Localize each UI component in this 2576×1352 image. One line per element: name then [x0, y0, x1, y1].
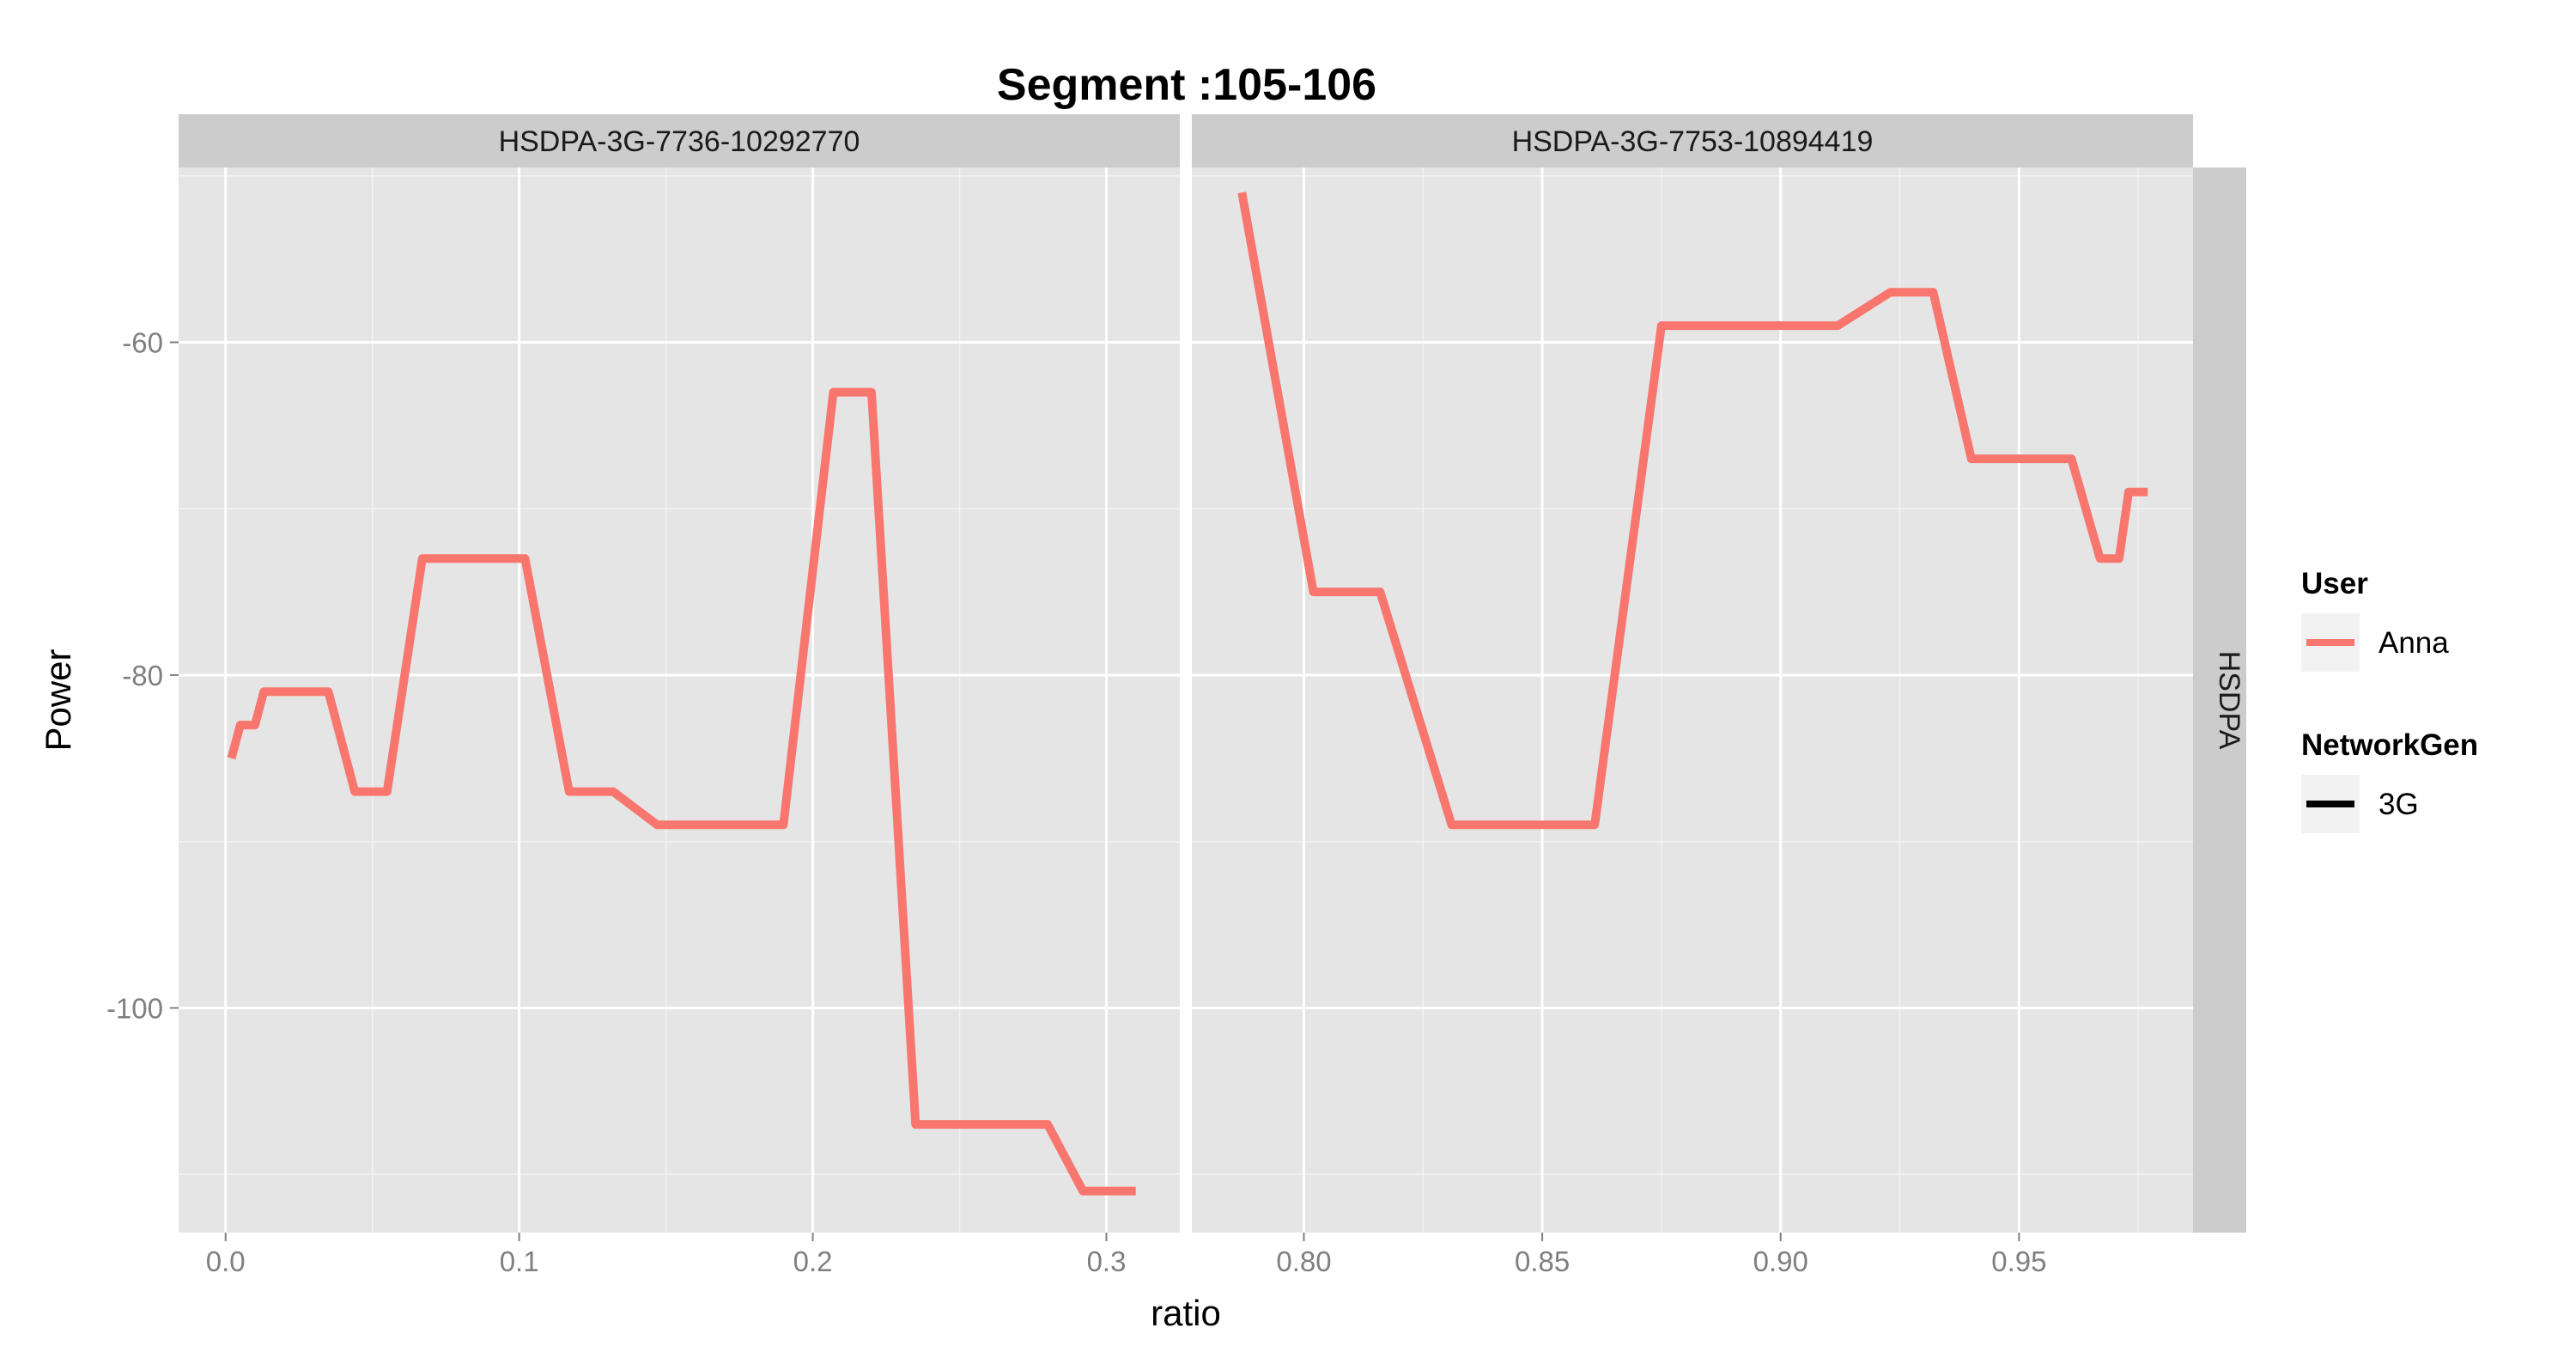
axes: 0.0 0.1 0.2 0.3 0.80 0.85 0.90 0.95 -60 -80 -100 [106, 326, 2047, 1277]
panel-1-x-tick-label-3: 0.2 [793, 1245, 833, 1277]
chart-title: Segment :105-106 [997, 60, 1376, 110]
facet-strip-1 [179, 114, 1180, 167]
facet-strip-2-label: HSDPA-3G-7753-10894419 [1512, 125, 1874, 158]
y-axis-title: Power [38, 649, 78, 751]
panel-1-series-anna-line [227, 387, 1136, 1196]
legend-user-label: Anna [2379, 626, 2449, 660]
x-axis-title: ratio [1151, 1293, 1221, 1333]
grid-lines [179, 167, 2193, 1233]
data-lines [227, 192, 2148, 1196]
facet-row-strip [2193, 167, 2246, 1233]
facet-row-strip-label: HSDPA [2213, 651, 2245, 750]
legend-networkgen-title: NetworkGen [2301, 728, 2478, 762]
panel-2-series-anna-line [1237, 192, 2148, 830]
y-tick-label-2: -80 [122, 660, 163, 691]
y-tick-label-3: -100 [106, 992, 163, 1024]
facet-strip-1-label: HSDPA-3G-7736-10292770 [499, 125, 860, 158]
legend-user-title: User [2301, 567, 2368, 600]
panel-1-x-tick-label-1: 0.0 [206, 1245, 246, 1277]
legend-networkgen-label: 3G [2379, 788, 2419, 821]
panel-1-x-tick-label-4: 0.3 [1087, 1245, 1127, 1277]
panel-1-background [179, 167, 1180, 1233]
facet-strip-2 [1192, 114, 2193, 167]
panel-2-x-tick-label-1: 0.80 [1276, 1245, 1331, 1277]
panel-2-x-tick-label-4: 0.95 [1991, 1245, 2046, 1277]
y-tick-label-1: -60 [122, 326, 163, 358]
legend: User Anna NetworkGen 3G [2301, 567, 2478, 833]
panel-2-x-tick-label-3: 0.90 [1753, 1245, 1808, 1277]
panel-2-background [1192, 167, 2193, 1233]
panel-2-x-tick-label-2: 0.85 [1515, 1245, 1570, 1277]
panel-1-x-tick-label-2: 0.1 [500, 1245, 539, 1277]
